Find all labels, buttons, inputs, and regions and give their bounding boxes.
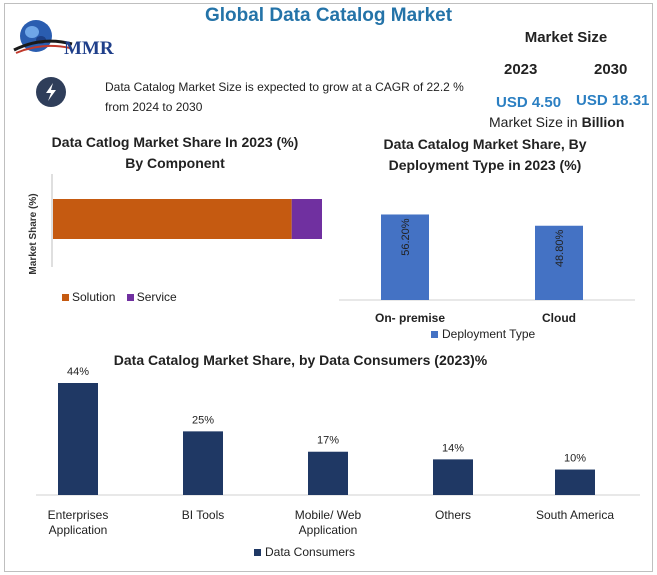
bar-solution <box>53 199 292 239</box>
page-title: Global Data Catalog Market <box>204 5 453 26</box>
category-label-mobile-web-application: Mobile/ Web <box>295 508 362 522</box>
component-y-axis-label: Market Share (%) <box>28 193 39 274</box>
infographic-frame <box>4 3 653 572</box>
bar-mobile-web-application <box>308 451 348 495</box>
category-label-enterprises-application-line2: Application <box>49 523 108 537</box>
category-label-cloud: Cloud <box>542 311 576 325</box>
value-2023: USD 4.50 <box>496 94 562 111</box>
component-chart-title-line2: By Component <box>125 155 225 171</box>
unit-prefix: Market Size in <box>489 114 582 130</box>
bar-enterprises-application <box>58 383 98 495</box>
data-label-cloud: 48.80% <box>554 230 566 268</box>
consumers-chart-title: Data Catalog Market Share, by Data Consu… <box>113 352 488 368</box>
data-label-others: 14% <box>442 442 464 454</box>
deployment-chart-title-line2: Deployment Type in 2023 (%) <box>388 157 582 173</box>
deployment-chart: 56.20% 48.80% On- premise Cloud Deploymen… <box>339 214 635 341</box>
category-label-enterprises-application: Enterprises <box>48 508 109 522</box>
category-label-bi-tools: BI Tools <box>182 508 224 522</box>
market-size-label: Market Size <box>524 29 608 46</box>
bar-others <box>433 459 473 495</box>
component-chart-title-line1: Data Catlog Market Share In 2023 (%) <box>51 134 299 150</box>
legend-swatch-solution <box>62 294 69 302</box>
legend-swatch-consumers <box>254 549 261 556</box>
category-label-south-america: South America <box>536 508 614 522</box>
legend-label-solution: Solution <box>72 290 116 304</box>
legend-label-consumers: Data Consumers <box>265 545 355 559</box>
year-2030-label: 2030 <box>594 61 628 78</box>
data-label-enterprises-application: 44% <box>67 366 89 378</box>
unit-bold: Billion <box>581 114 625 130</box>
legend-label-deployment: Deployment Type <box>442 327 535 341</box>
cagr-description: Data Catalog Market Size is expected to … <box>105 80 464 114</box>
data-label-south-america: 10% <box>564 453 586 465</box>
mmr-logo <box>12 18 124 62</box>
logo-text: MMR <box>64 38 114 59</box>
category-label-others: Others <box>435 508 471 522</box>
value-2030: USD 18.31 <box>576 92 650 109</box>
bar-bi-tools <box>183 431 223 495</box>
category-label-mobile-web-application-line2: Application <box>299 523 358 537</box>
legend-swatch-deployment <box>431 331 438 338</box>
legend-label-service: Service <box>136 290 177 304</box>
year-2023-label: 2023 <box>504 61 538 78</box>
data-label-mobile-web-application: 17% <box>317 435 339 447</box>
bar-on-premise <box>381 214 429 300</box>
deployment-chart-title-line1: Data Catalog Market Share, By <box>383 136 587 152</box>
component-chart-title: Data Catlog Market Share In 2023 (%) By … <box>40 132 310 174</box>
market-size-unit: Market Size in Billion <box>489 114 624 130</box>
bar-south-america <box>555 469 595 495</box>
bar-service <box>291 199 322 239</box>
lightning-icon <box>36 77 66 107</box>
deployment-chart-title: Data Catalog Market Share, By Deployment… <box>350 134 620 176</box>
data-label-bi-tools: 25% <box>192 414 214 426</box>
legend-swatch-service <box>126 294 134 302</box>
data-label-on-premise: 56.20% <box>400 218 412 256</box>
component-legend: Solution Service <box>62 290 177 304</box>
category-label-on-premise: On- premise <box>375 311 445 325</box>
component-chart: Market Share (%) <box>28 174 322 275</box>
bar-cloud <box>535 225 583 300</box>
